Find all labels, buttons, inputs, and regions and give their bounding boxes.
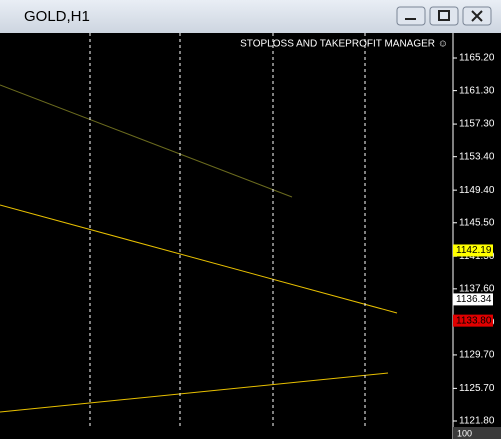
minimize-button[interactable]: [396, 6, 426, 26]
price-label: 1153.40: [459, 151, 495, 162]
footer-box: [453, 427, 501, 439]
marker-label: 1136.34: [456, 294, 492, 305]
price-label: 1165.20: [459, 53, 495, 64]
footer-value: 100: [457, 428, 472, 438]
trend-line: [0, 372, 389, 413]
window-buttons[interactable]: [396, 6, 492, 26]
price-label: 1129.70: [459, 350, 495, 361]
marker-label: 1133.80: [456, 315, 492, 326]
price-label: 1161.30: [459, 85, 495, 96]
marker-box: [453, 293, 493, 306]
trend-line: [0, 204, 398, 314]
price-label: 1145.50: [459, 217, 495, 228]
price-label: 1157.30: [459, 119, 495, 130]
plot-area: [0, 33, 453, 427]
price-label: 1149.40: [459, 185, 495, 196]
price-label: 1125.70: [459, 383, 495, 394]
marker-box: [453, 244, 493, 257]
price-label: 1121.80: [459, 416, 495, 427]
marker-label: 1142.19: [456, 245, 492, 256]
plot: [0, 33, 398, 427]
panel-header: STOPLOSS AND TAKEPROFIT MANAGER ☺: [240, 39, 448, 50]
window-title: GOLD,H1: [24, 8, 90, 25]
trend-line: [0, 84, 293, 198]
price-label: 1137.60: [459, 283, 495, 294]
maximize-button[interactable]: [429, 6, 459, 26]
maximize-icon: [438, 10, 450, 21]
marker-box: [453, 314, 493, 327]
close-icon: [471, 10, 483, 22]
